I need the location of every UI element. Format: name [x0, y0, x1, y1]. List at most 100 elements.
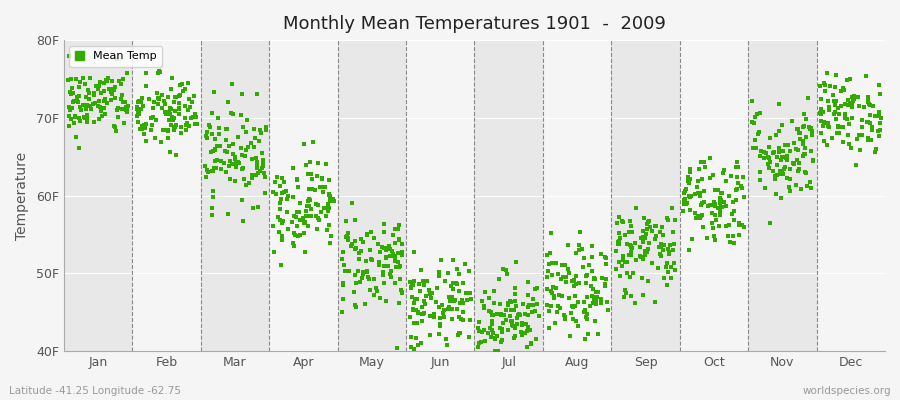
Point: [595, 274, 609, 281]
Point: [248, 144, 262, 151]
Point: [822, 104, 836, 110]
Point: [640, 221, 654, 228]
Point: [508, 306, 522, 313]
Point: [274, 262, 288, 268]
Legend: Mean Temp: Mean Temp: [69, 46, 162, 67]
Point: [544, 288, 559, 294]
Point: [145, 122, 159, 128]
Point: [409, 307, 423, 314]
Point: [566, 304, 580, 310]
Point: [212, 115, 226, 121]
Point: [557, 262, 572, 268]
Point: [68, 134, 83, 140]
Point: [616, 219, 630, 226]
Point: [273, 200, 287, 206]
Point: [791, 166, 806, 172]
Point: [715, 190, 729, 197]
Point: [842, 102, 856, 108]
Point: [320, 161, 334, 167]
Point: [246, 174, 260, 181]
Point: [707, 186, 722, 193]
Point: [564, 278, 579, 284]
Point: [151, 70, 166, 76]
Point: [845, 114, 859, 121]
Point: [857, 104, 871, 110]
Point: [518, 330, 532, 336]
Point: [797, 151, 812, 158]
Point: [724, 173, 738, 179]
Point: [293, 232, 308, 238]
Point: [652, 251, 667, 257]
Point: [707, 199, 722, 205]
Point: [377, 228, 392, 235]
Point: [339, 232, 354, 239]
Point: [97, 79, 112, 86]
Point: [413, 267, 428, 274]
Point: [659, 264, 673, 270]
Point: [814, 110, 828, 117]
Point: [679, 186, 693, 192]
Point: [690, 190, 705, 196]
Point: [164, 122, 178, 128]
Point: [286, 212, 301, 219]
Point: [598, 282, 613, 289]
Point: [477, 305, 491, 312]
Point: [298, 248, 312, 255]
Point: [446, 256, 460, 263]
Point: [796, 123, 811, 129]
Point: [663, 274, 678, 281]
Point: [814, 129, 828, 136]
Point: [771, 149, 786, 155]
Point: [321, 204, 336, 211]
Point: [245, 156, 259, 162]
Point: [210, 143, 224, 149]
Point: [620, 258, 634, 265]
Point: [796, 153, 810, 160]
Point: [130, 104, 145, 110]
Point: [231, 133, 246, 140]
Point: [286, 240, 301, 246]
Point: [789, 146, 804, 152]
Point: [778, 141, 792, 148]
Point: [93, 104, 107, 110]
Point: [691, 213, 706, 220]
Point: [529, 336, 544, 342]
Point: [565, 315, 580, 322]
Point: [816, 79, 831, 86]
Point: [705, 210, 719, 216]
Point: [587, 296, 601, 302]
Point: [591, 331, 606, 337]
Point: [238, 146, 253, 153]
Point: [714, 197, 728, 203]
Point: [861, 119, 876, 125]
Point: [253, 126, 267, 133]
Point: [842, 102, 856, 108]
Point: [780, 156, 795, 163]
Point: [238, 182, 253, 189]
Point: [373, 294, 387, 301]
Point: [688, 210, 702, 216]
Point: [557, 316, 572, 323]
Point: [176, 81, 190, 87]
Point: [683, 169, 698, 175]
Point: [564, 303, 579, 310]
Point: [352, 255, 366, 262]
Point: [291, 184, 305, 190]
Point: [103, 86, 117, 92]
Point: [475, 298, 490, 304]
Point: [805, 128, 819, 134]
Point: [254, 130, 268, 136]
Point: [598, 255, 613, 262]
Point: [609, 266, 624, 272]
Point: [758, 185, 772, 191]
Point: [791, 126, 806, 132]
Point: [229, 161, 243, 168]
Point: [435, 302, 449, 308]
Point: [639, 231, 653, 238]
Point: [662, 269, 676, 275]
Point: [293, 217, 308, 224]
Point: [139, 69, 153, 76]
Point: [310, 226, 324, 232]
Point: [459, 290, 473, 296]
Point: [139, 125, 153, 131]
